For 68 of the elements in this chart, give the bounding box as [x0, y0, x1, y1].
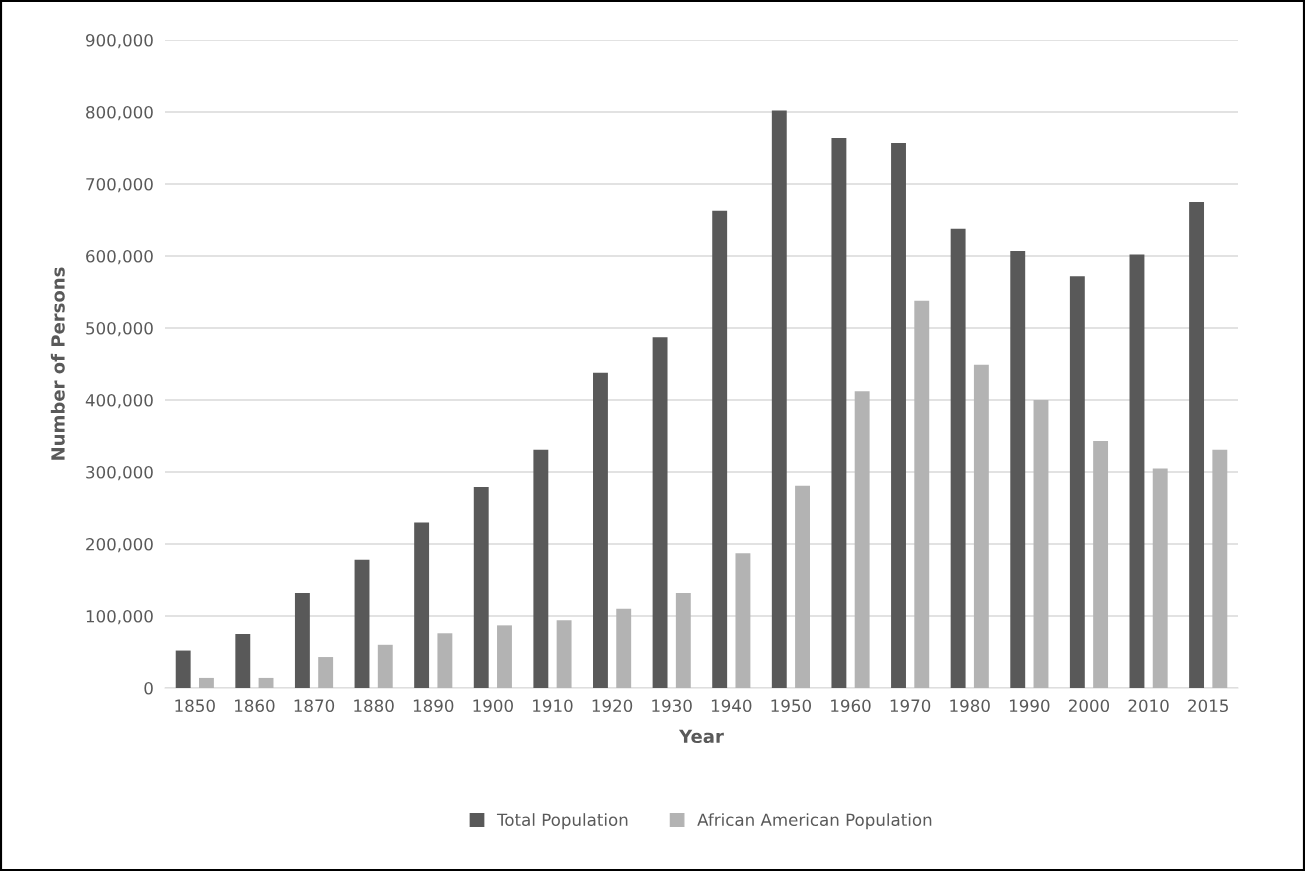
bar	[771, 110, 787, 688]
bar	[652, 337, 668, 688]
bar	[556, 620, 572, 688]
y-tick-label: 700,000	[86, 177, 153, 193]
bar	[891, 142, 906, 688]
x-tick-label: 1850	[175, 699, 215, 713]
bar	[1189, 202, 1205, 688]
bar	[258, 677, 274, 688]
x-tick-label: 1920	[592, 699, 633, 713]
bar	[973, 364, 989, 688]
bar	[318, 657, 334, 688]
y-tick-label: 800,000	[86, 105, 153, 121]
y-tick-label: 200,000	[86, 537, 153, 553]
bar	[675, 592, 691, 688]
bar	[1093, 441, 1109, 688]
bar	[735, 553, 751, 688]
bar	[437, 633, 453, 688]
bar	[1033, 400, 1049, 688]
bar	[198, 677, 214, 688]
x-tick-label: 1950	[771, 699, 812, 713]
y-tick-label: 0	[144, 681, 153, 695]
bar	[1212, 449, 1228, 688]
x-tick-label: 1870	[294, 699, 335, 713]
y-tick-label: 500,000	[86, 321, 153, 337]
bar	[1010, 250, 1026, 688]
x-tick-label: 1940	[711, 699, 752, 713]
x-tick-label: 1890	[413, 699, 454, 713]
x-tick-label: 1980	[950, 699, 990, 713]
bar	[497, 625, 512, 688]
y-tick-label: 100,000	[86, 609, 153, 625]
x-tick-label: 2015	[1188, 699, 1228, 713]
legend-label: Total Population	[496, 813, 628, 830]
bar	[354, 559, 370, 688]
bar	[175, 650, 191, 688]
x-tick-label: 1990	[1009, 699, 1050, 713]
y-tick-label: 400,000	[85, 393, 153, 409]
y-tick-label: 900,000	[86, 33, 153, 49]
bar	[950, 228, 966, 688]
x-tick-label: 1860	[235, 699, 275, 713]
x-tick-label: 1970	[890, 699, 931, 713]
bar	[831, 137, 847, 688]
bar	[235, 634, 251, 688]
bar	[1152, 468, 1168, 688]
bar	[1069, 276, 1085, 688]
bar	[377, 644, 393, 688]
x-tick-label: 2010	[1128, 699, 1169, 713]
x-tick-label: 1930	[652, 699, 692, 713]
bar	[294, 592, 310, 688]
x-tick-label: 1880	[354, 699, 394, 713]
x-tick-label: 1910	[533, 699, 573, 713]
y-tick-label: 600,000	[86, 249, 153, 265]
x-axis-title: Year	[678, 729, 724, 744]
x-tick-label: 2000	[1068, 699, 1110, 713]
bar	[473, 487, 489, 688]
bar	[593, 372, 608, 688]
bar	[712, 210, 728, 688]
bar	[616, 608, 632, 688]
bar	[533, 449, 549, 688]
bar	[414, 522, 430, 688]
x-tick-label: 1960	[831, 699, 871, 713]
bar	[914, 300, 930, 688]
bar	[854, 391, 870, 688]
bar	[795, 485, 810, 688]
y-tick-label: 300,000	[86, 465, 153, 481]
y-axis-title: Number of Persons	[50, 267, 65, 460]
legend-label: African American Population	[697, 813, 932, 830]
x-tick-label: 1900	[473, 699, 513, 713]
bar	[1129, 254, 1145, 688]
